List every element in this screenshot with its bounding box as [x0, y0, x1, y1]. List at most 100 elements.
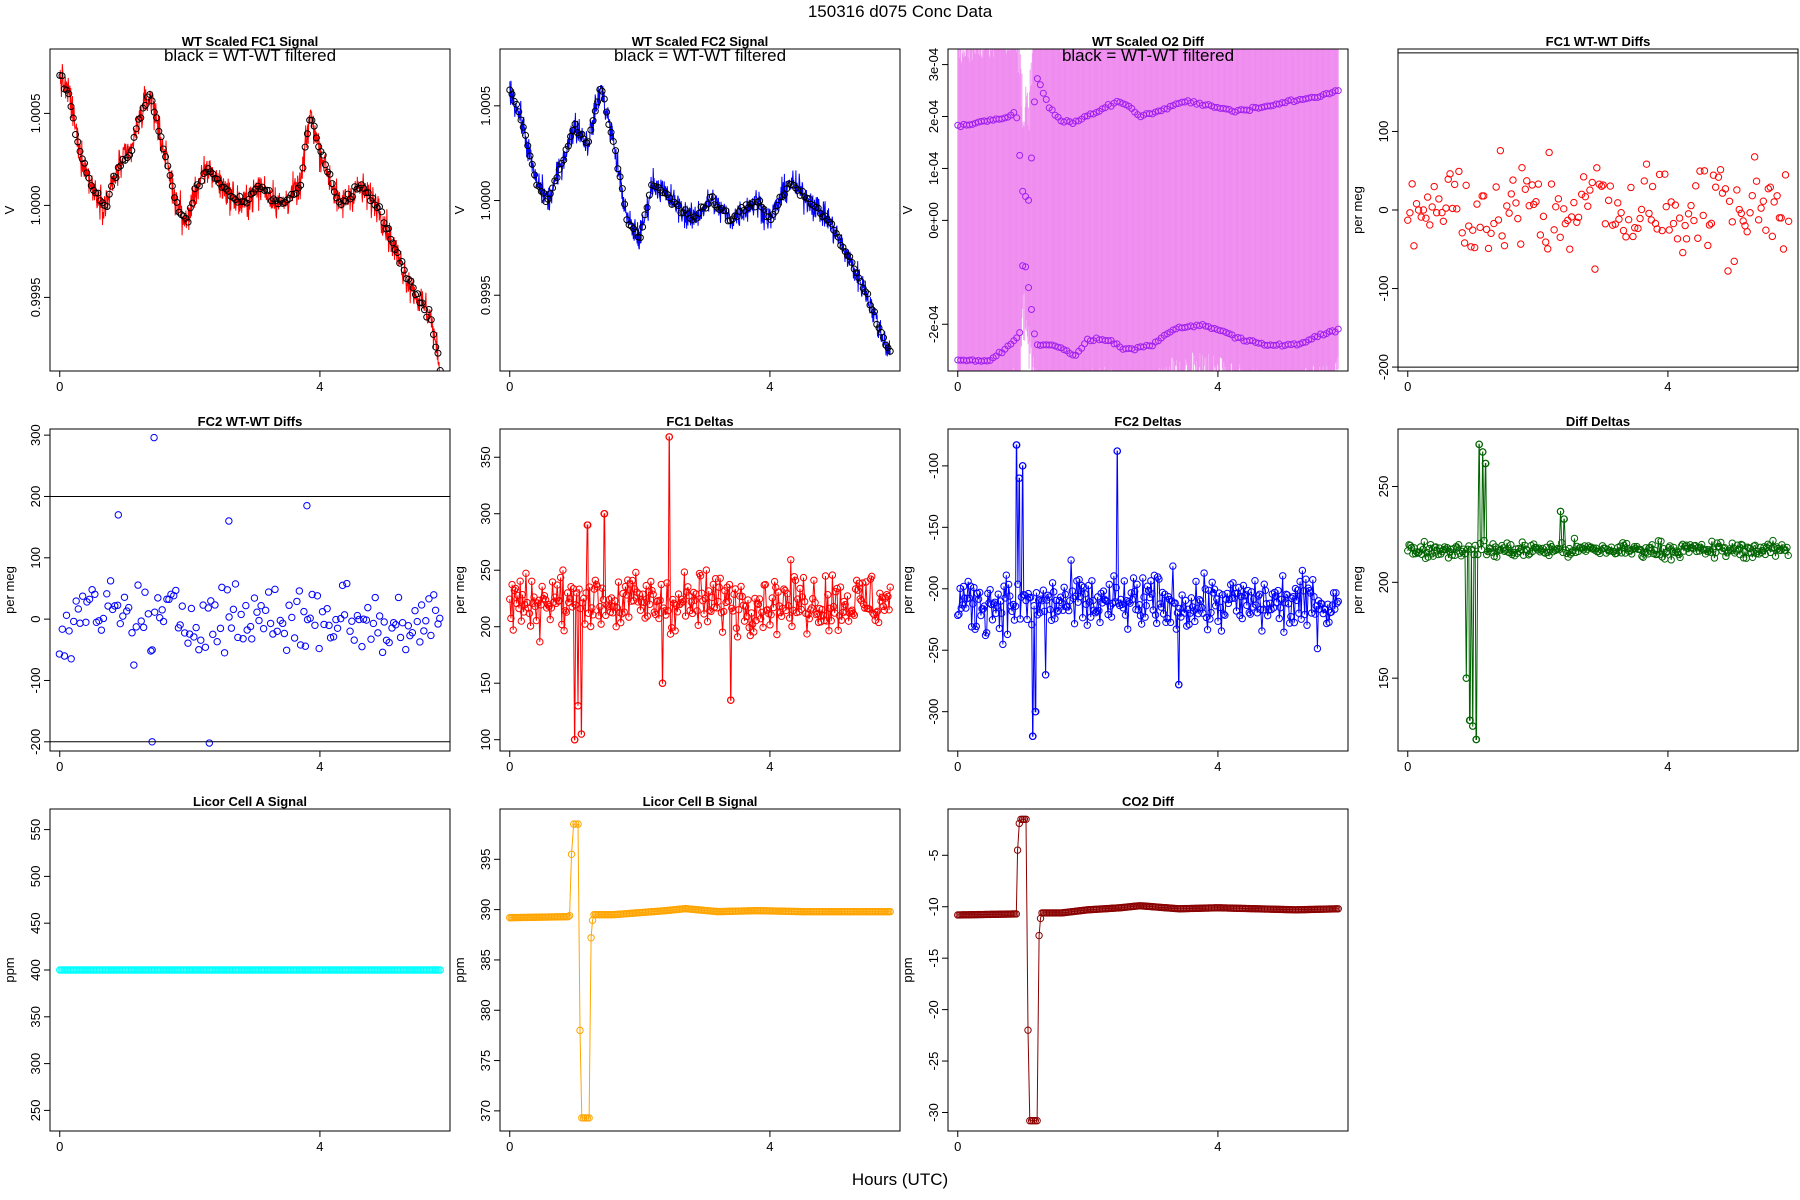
data-point — [1226, 580, 1235, 589]
filtered-point — [330, 188, 338, 196]
filtered-point — [756, 197, 764, 205]
y-tick-label: 0e+00 — [926, 202, 941, 239]
y-tick-label: -15 — [926, 949, 941, 968]
data-point — [565, 911, 574, 920]
data-point — [1037, 595, 1045, 603]
data-point — [1135, 600, 1144, 609]
data-point — [1662, 202, 1670, 211]
data-point — [156, 614, 164, 622]
y-tick-label: 370 — [478, 1100, 493, 1122]
plot-title: Licor Cell A Signal — [193, 794, 307, 809]
filtered-point — [357, 181, 365, 189]
data-point — [333, 624, 342, 632]
data-point — [767, 611, 775, 619]
data-point — [1682, 235, 1691, 243]
data-point — [72, 597, 80, 605]
delta-line — [957, 444, 1339, 737]
data-point — [1187, 594, 1196, 602]
filtered-point — [288, 190, 296, 198]
data-point — [837, 616, 846, 624]
data-point — [1055, 596, 1064, 605]
data-point — [782, 606, 790, 615]
data-point — [674, 590, 683, 598]
data-point — [655, 614, 663, 623]
data-point — [1017, 593, 1026, 601]
data-point — [1084, 581, 1093, 590]
data-point — [1022, 815, 1030, 823]
data-point — [1252, 601, 1260, 609]
y-axis-label: ppm — [2, 957, 17, 982]
y-tick-label: -20 — [926, 1000, 941, 1019]
data-point — [207, 597, 215, 605]
data-point — [571, 736, 579, 744]
upper-point — [1222, 105, 1230, 113]
data-point — [777, 612, 786, 620]
data-point — [385, 638, 393, 647]
data-point — [1261, 586, 1270, 595]
data-point — [587, 622, 595, 631]
filtered-point — [405, 275, 413, 283]
data-point — [246, 622, 255, 631]
data-point — [740, 617, 749, 625]
data-point — [1095, 607, 1103, 615]
filtered-point — [398, 258, 406, 266]
data-point — [1480, 192, 1488, 200]
data-point — [295, 587, 304, 595]
data-point — [596, 603, 604, 611]
data-point — [1415, 548, 1423, 556]
filtered-point — [508, 90, 516, 98]
data-point — [1496, 146, 1505, 155]
filtered-point — [639, 223, 647, 231]
lower-point — [1054, 343, 1062, 351]
data-point — [1750, 153, 1759, 161]
lower-point — [1069, 351, 1077, 359]
data-point — [759, 623, 767, 632]
filtered-point — [614, 165, 622, 173]
y-tick-label: -100 — [926, 453, 941, 479]
data-point — [1069, 594, 1078, 602]
data-point — [1118, 600, 1126, 609]
filtered-point — [362, 189, 370, 197]
data-point — [1417, 213, 1425, 221]
data-point — [656, 596, 664, 605]
data-point — [91, 590, 99, 598]
upper-point — [1048, 106, 1056, 114]
data-point — [959, 582, 968, 591]
data-point — [506, 595, 514, 603]
filtered-point — [569, 127, 577, 135]
filtered-point — [722, 207, 730, 215]
data-point — [1014, 580, 1022, 588]
filter-note: black = WT-WT filtered — [1062, 46, 1234, 65]
filtered-point — [848, 259, 856, 267]
data-point — [1120, 577, 1128, 585]
plot-frame — [49, 48, 451, 372]
data-point — [1156, 600, 1164, 608]
data-point — [1428, 203, 1436, 211]
data-point — [1628, 550, 1636, 558]
filtered-point — [103, 202, 111, 210]
filtered-point — [778, 193, 786, 201]
lower-point — [1145, 342, 1153, 350]
data-point — [804, 610, 812, 619]
data-point — [879, 602, 888, 610]
upper-point — [1001, 114, 1009, 122]
data-point — [1113, 447, 1122, 455]
data-point — [1751, 541, 1759, 550]
filtered-point — [130, 133, 138, 141]
data-point — [1631, 224, 1639, 232]
data-point — [1099, 587, 1108, 595]
data-point — [1000, 582, 1008, 590]
filtered-point — [837, 241, 845, 249]
data-point — [1259, 606, 1267, 614]
x-tick-label: 4 — [1214, 379, 1221, 394]
data-point — [1636, 214, 1644, 223]
filter-note: black = WT-WT filtered — [614, 46, 786, 65]
data-point — [849, 609, 857, 618]
data-point — [1669, 219, 1678, 228]
data-point — [1317, 599, 1325, 608]
y-tick-label: 300 — [28, 424, 43, 446]
x-tick-label: 0 — [954, 1139, 961, 1154]
data-point — [625, 613, 633, 621]
data-point — [1036, 609, 1044, 617]
